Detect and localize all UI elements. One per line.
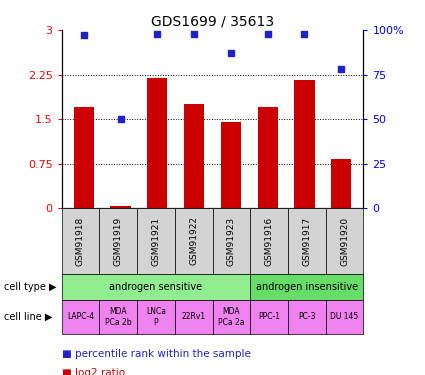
Text: GSM91920: GSM91920 bbox=[340, 216, 349, 266]
Text: PPC-1: PPC-1 bbox=[258, 312, 280, 321]
Text: 22Rv1: 22Rv1 bbox=[181, 312, 206, 321]
Text: cell type ▶: cell type ▶ bbox=[4, 282, 57, 292]
Text: PC-3: PC-3 bbox=[298, 312, 315, 321]
Text: GSM91917: GSM91917 bbox=[302, 216, 311, 266]
Point bbox=[154, 31, 161, 37]
Point bbox=[117, 116, 124, 122]
Point bbox=[80, 32, 87, 38]
Text: GSM91916: GSM91916 bbox=[265, 216, 274, 266]
Text: LNCa
P: LNCa P bbox=[146, 307, 166, 327]
Text: MDA
PCa 2a: MDA PCa 2a bbox=[218, 307, 245, 327]
Point bbox=[191, 31, 198, 37]
Text: cell line ▶: cell line ▶ bbox=[4, 312, 53, 322]
Text: GSM91922: GSM91922 bbox=[189, 216, 198, 266]
Bar bbox=[258, 107, 278, 208]
Text: GSM91919: GSM91919 bbox=[114, 216, 123, 266]
Text: GSM91918: GSM91918 bbox=[76, 216, 85, 266]
Bar bbox=[221, 122, 241, 208]
Text: GSM91921: GSM91921 bbox=[151, 216, 160, 266]
Text: ■ percentile rank within the sample: ■ percentile rank within the sample bbox=[62, 350, 250, 359]
Bar bbox=[147, 78, 167, 208]
Bar bbox=[295, 81, 314, 208]
Point bbox=[301, 31, 308, 37]
Point bbox=[338, 66, 345, 72]
Point bbox=[227, 50, 234, 56]
Text: ■ log2 ratio: ■ log2 ratio bbox=[62, 368, 125, 375]
Point bbox=[264, 31, 271, 37]
Title: GDS1699 / 35613: GDS1699 / 35613 bbox=[151, 15, 274, 29]
Bar bbox=[184, 104, 204, 208]
Text: androgen insensitive: androgen insensitive bbox=[256, 282, 358, 292]
Text: MDA
PCa 2b: MDA PCa 2b bbox=[105, 307, 131, 327]
Bar bbox=[74, 107, 94, 208]
Text: DU 145: DU 145 bbox=[330, 312, 359, 321]
Text: androgen sensitive: androgen sensitive bbox=[109, 282, 202, 292]
Text: LAPC-4: LAPC-4 bbox=[67, 312, 94, 321]
Bar bbox=[331, 159, 351, 208]
Text: GSM91923: GSM91923 bbox=[227, 216, 236, 266]
Bar bbox=[110, 206, 130, 208]
